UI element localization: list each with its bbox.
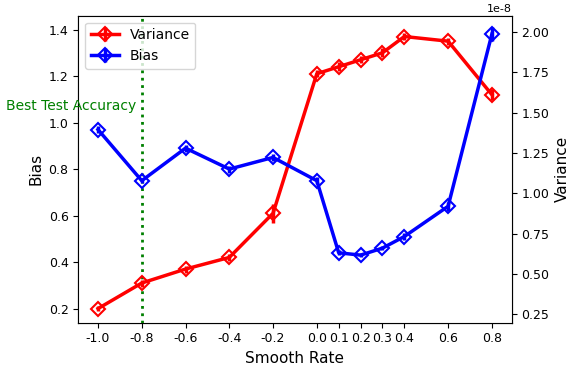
Legend: Variance, Bias: Variance, Bias: [86, 23, 195, 68]
Y-axis label: Variance: Variance: [555, 136, 570, 202]
Text: Best Test Accuracy: Best Test Accuracy: [6, 99, 137, 113]
Text: 1e-8: 1e-8: [487, 4, 511, 14]
Y-axis label: Bias: Bias: [28, 153, 43, 185]
X-axis label: Smooth Rate: Smooth Rate: [246, 351, 344, 366]
